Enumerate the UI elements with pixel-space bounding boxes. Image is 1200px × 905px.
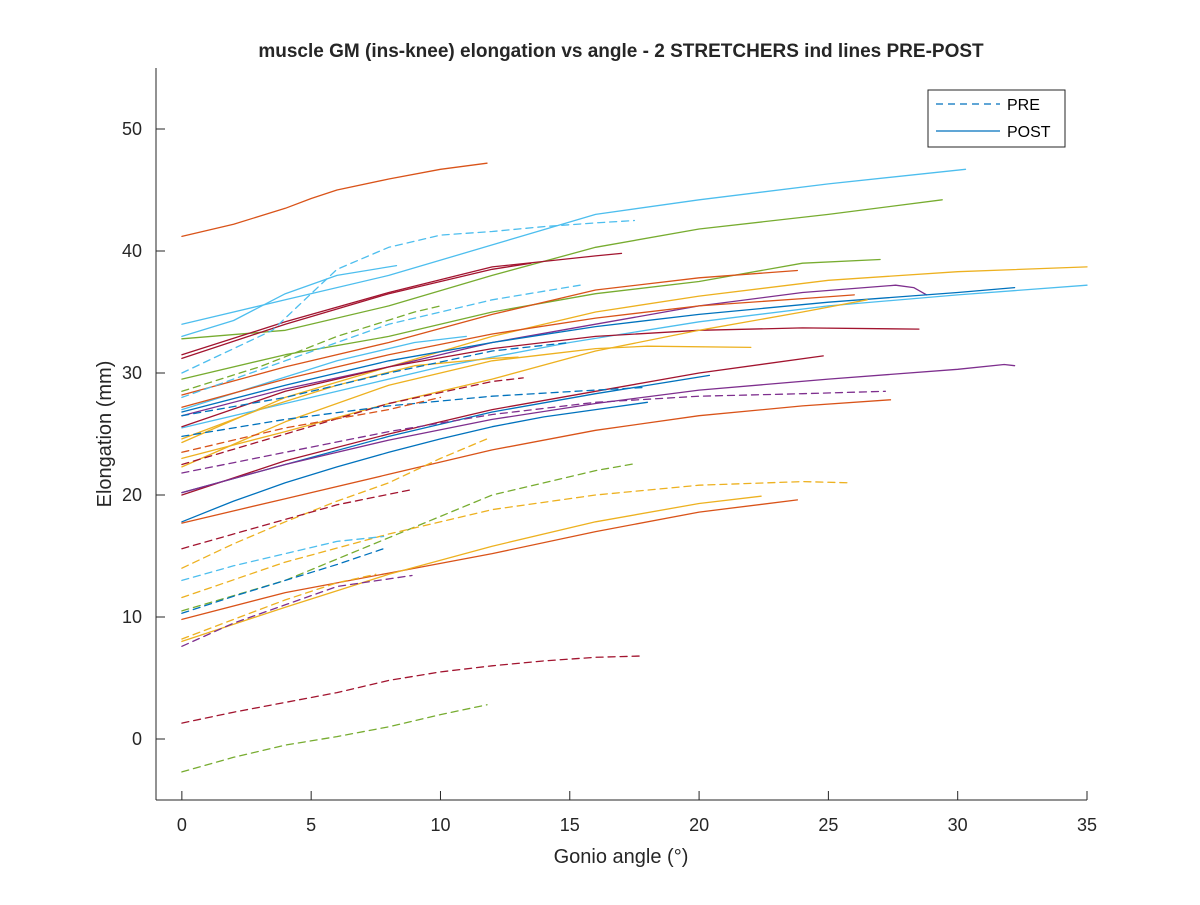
y-tick-label: 30 (122, 363, 142, 383)
y-tick-label: 0 (132, 729, 142, 749)
pre-series-line-30 (181, 390, 886, 474)
post-series-line-24 (181, 294, 855, 408)
post-series-line-4 (181, 262, 532, 360)
pre-series-line-28 (181, 377, 524, 466)
post-series-line-3 (181, 264, 398, 338)
ticks-layer: 0 5 10 15 20 25 30 35 0 10 20 30 40 50 (122, 119, 1097, 835)
pre-series-line-25 (181, 219, 636, 374)
pre-series-line-26 (181, 284, 581, 399)
legend-pre-label: PRE (1007, 97, 1040, 114)
x-tick-label: 30 (948, 815, 968, 835)
x-tick-label: 20 (689, 815, 709, 835)
y-tick-label: 40 (122, 241, 142, 261)
pre-series-line-37 (181, 548, 385, 614)
x-tick-label: 25 (818, 815, 838, 835)
pre-series-line-31 (181, 341, 571, 417)
post-series-line-8 (181, 266, 1088, 444)
x-axis-label: Gonio angle (°) (554, 846, 689, 868)
pre-series-line-27 (181, 305, 442, 392)
post-series-line-0 (181, 162, 488, 238)
pre-series-line-39 (181, 573, 377, 640)
pre-series-line-40 (181, 655, 643, 724)
post-series-line-15 (181, 355, 824, 496)
post-series-line-13 (181, 327, 920, 428)
x-tick-label: 10 (430, 815, 450, 835)
x-tick-label: 15 (560, 815, 580, 835)
post-series-line-11 (181, 284, 1088, 429)
series-layer (181, 162, 1088, 773)
plot-area (156, 68, 1087, 800)
pre-series-line-42 (181, 396, 442, 453)
pre-series-line-36 (181, 535, 385, 582)
y-tick-label: 50 (122, 119, 142, 139)
x-tick-label: 35 (1077, 815, 1097, 835)
post-series-line-10 (181, 286, 1016, 413)
legend-box (927, 89, 1066, 148)
x-tick-label: 0 (177, 815, 187, 835)
post-series-line-7 (181, 269, 799, 396)
pre-series-line-32 (181, 438, 488, 569)
y-tick-label: 10 (122, 607, 142, 627)
pre-series-line-41 (181, 704, 488, 773)
y-tick-label: 20 (122, 485, 142, 505)
chart-title: muscle GM (ins-knee) elongation vs angle… (258, 41, 984, 62)
post-series-line-16 (181, 363, 1016, 494)
legend: PRE POST (927, 89, 1066, 148)
post-series-line-20 (181, 495, 762, 643)
x-tick-label: 5 (306, 815, 316, 835)
pre-series-line-35 (181, 480, 850, 599)
post-series-line-1 (181, 168, 967, 325)
legend-post-label: POST (1007, 124, 1051, 141)
post-series-line-19 (181, 499, 799, 621)
post-series-line-9 (181, 284, 928, 417)
post-series-line-18 (181, 399, 892, 524)
post-series-line-5 (181, 252, 623, 356)
post-series-line-23 (181, 299, 868, 460)
y-axis-label: Elongation (mm) (94, 361, 116, 508)
pre-series-line-38 (181, 574, 413, 647)
pre-series-line-33 (181, 489, 411, 550)
pre-series-line-29 (181, 386, 643, 438)
post-series-line-17 (181, 401, 649, 523)
